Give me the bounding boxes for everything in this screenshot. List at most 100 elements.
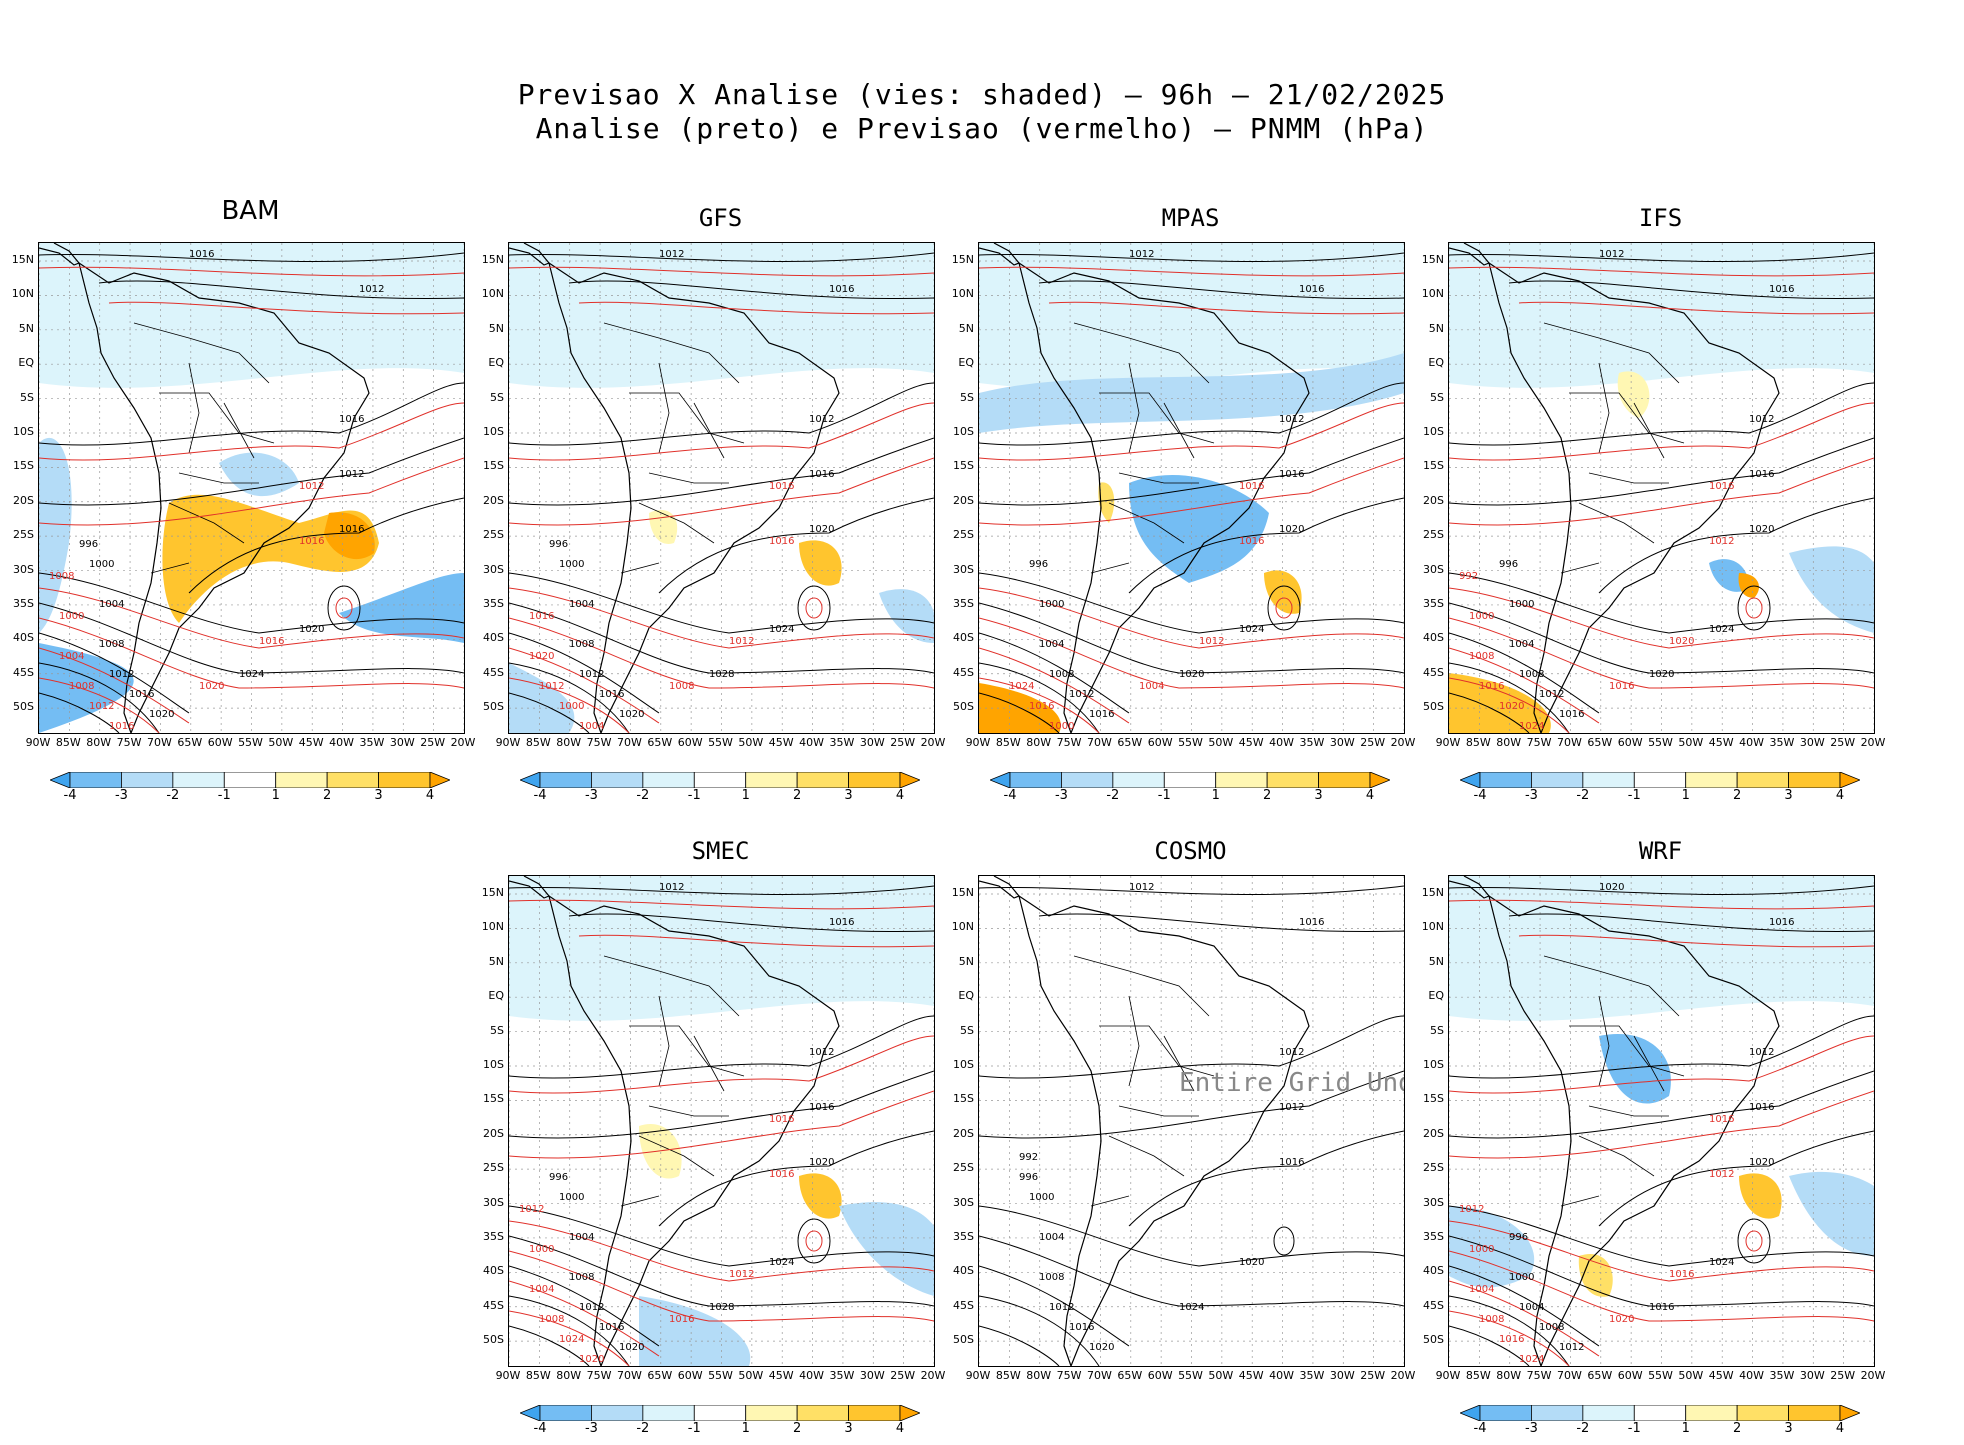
forecast-contour-label: 992 <box>1459 571 1478 582</box>
colorbar-label: -1 <box>1627 1421 1641 1436</box>
forecast-isobar <box>509 1280 660 1357</box>
coastline-central-america <box>1449 243 1490 266</box>
colorbar-segment <box>848 1405 901 1421</box>
forecast-isobar <box>1449 1280 1600 1357</box>
lat-tick-label: 10N <box>481 920 504 934</box>
analysis-contour-label: 1016 <box>809 469 834 480</box>
colorbar-label: 4 <box>425 788 435 803</box>
forecast-isobar <box>979 677 1100 733</box>
lat-tick-label: EQ <box>1428 356 1444 370</box>
colorbar-label: 1 <box>271 788 280 803</box>
analysis-contour-label: 1012 <box>659 882 684 893</box>
coastline <box>1018 261 1310 733</box>
country-border <box>1598 995 1610 1087</box>
forecast-contour-label: 1016 <box>1239 536 1264 547</box>
colorbar-segment <box>1479 1405 1532 1421</box>
map-mpas: 1012 1016 1012 1016 1020 1024 1020 1016 1012 1008… <box>978 242 1405 734</box>
forecast-contour-label: 1016 <box>1609 681 1634 692</box>
coastline-central-america <box>509 876 550 899</box>
colorbar-extend-high <box>1369 772 1390 788</box>
lat-tick-label: 45S <box>953 665 974 679</box>
country-border <box>603 322 740 384</box>
lat-tick-label: 5S <box>1430 390 1444 404</box>
forecast-contour-label: 1012 <box>539 681 564 692</box>
lat-tick-label: 15S <box>483 459 504 473</box>
colorbar-label: 3 <box>1784 1421 1793 1436</box>
lat-tick-label: 45S <box>483 665 504 679</box>
country-border <box>1560 1195 1600 1207</box>
analysis-contour-label: 1028 <box>709 669 734 680</box>
colorbar-label: -1 <box>687 1421 701 1436</box>
high-pressure-center <box>327 585 361 631</box>
colorbar-label: -2 <box>1576 788 1590 803</box>
country-border <box>1073 322 1210 384</box>
analysis-isobar <box>509 382 934 446</box>
country-border <box>1163 1035 1195 1092</box>
analysis-isobar <box>509 602 934 674</box>
lat-tick-label: 50S <box>13 700 34 714</box>
analysis-contour-label: 1016 <box>1769 284 1794 295</box>
colorbar-extend-low <box>520 1405 541 1421</box>
lon-tick-label: 80W <box>1026 1369 1052 1382</box>
lat-tick-label: 20S <box>1423 1126 1444 1140</box>
lat-tick-label: 25S <box>953 1161 974 1175</box>
lon-tick-label: 85W <box>525 1369 551 1382</box>
forecast-isobar <box>509 677 630 733</box>
country-border <box>150 562 190 574</box>
colorbar-mpas: -4 -3 -2 -1 1 2 3 4 <box>990 772 1390 812</box>
lon-tick-label: 90W <box>495 736 521 749</box>
analysis-isobar <box>1449 1070 1874 1139</box>
lat-tick-label: 20S <box>953 1126 974 1140</box>
lon-tick-label: 80W <box>1026 736 1052 749</box>
analysis-contour-label: 1016 <box>1749 469 1774 480</box>
colorbar-segment <box>1479 772 1532 788</box>
lat-tick-label: 40S <box>953 1264 974 1278</box>
colorbar-segment <box>1633 772 1687 788</box>
lat-tick-label: 5S <box>1430 1023 1444 1037</box>
bias-blob-1 <box>839 1202 934 1296</box>
country-border <box>1118 1105 1199 1117</box>
analysis-isobar <box>1449 1235 1874 1307</box>
lat-tick-label: 5N <box>488 321 504 335</box>
lon-tick-label: 75W <box>1056 736 1082 749</box>
lat-tick-label: 25S <box>13 528 34 542</box>
country-border <box>658 362 670 454</box>
lat-tick-label: 50S <box>1423 700 1444 714</box>
lon-tick-label: 25W <box>420 736 446 749</box>
coastline-central-america <box>979 876 1020 899</box>
lon-tick-label: 85W <box>995 1369 1021 1382</box>
colorbar-segment <box>1582 1405 1635 1421</box>
analysis-contour-label: 1016 <box>599 1322 624 1333</box>
analysis-contour-label: 1012 <box>1279 1102 1304 1113</box>
colorbar-segment <box>69 772 122 788</box>
lat-tick-label: 35S <box>483 596 504 610</box>
analysis-contour-label: 1016 <box>1749 1102 1774 1113</box>
colorbar-segment <box>1582 772 1635 788</box>
analysis-contour-label: 1012 <box>1279 414 1304 425</box>
lon-tick-label: 90W <box>25 736 51 749</box>
panel-title-ifs: IFS <box>1638 204 1683 232</box>
forecast-contour-label: 1020 <box>579 1354 604 1365</box>
undef-watermark: Entire Grid Undef <box>1179 1068 1404 1098</box>
colorbar-segment <box>693 1405 747 1421</box>
lon-tick-label: 85W <box>1465 1369 1491 1382</box>
analysis-contour-label: 1016 <box>829 284 854 295</box>
forecast-contour-label: 1000 <box>1049 721 1074 732</box>
analysis-contour-label: 1000 <box>89 559 114 570</box>
analysis-isobar <box>509 1070 934 1139</box>
colorbar-label: 1 <box>1211 788 1220 803</box>
lat-tick-label: EQ <box>1428 989 1444 1003</box>
forecast-isobar <box>108 301 464 315</box>
lat-tick-label: 30S <box>1423 562 1444 576</box>
analysis-isobar <box>509 252 934 263</box>
lat-tick-label: 10S <box>953 424 974 438</box>
lon-tick-label: 85W <box>525 736 551 749</box>
colorbar-segment <box>1266 772 1319 788</box>
analysis-contour-label: 1020 <box>619 1342 644 1353</box>
analysis-isobar <box>1598 497 1874 594</box>
lon-tick-label: 30W <box>1799 736 1825 749</box>
colorbar-label: -4 <box>63 788 77 803</box>
lat-tick-label: 40S <box>13 631 34 645</box>
analysis-contour-label: 1012 <box>659 249 684 260</box>
analysis-contour-label: 1004 <box>99 599 124 610</box>
